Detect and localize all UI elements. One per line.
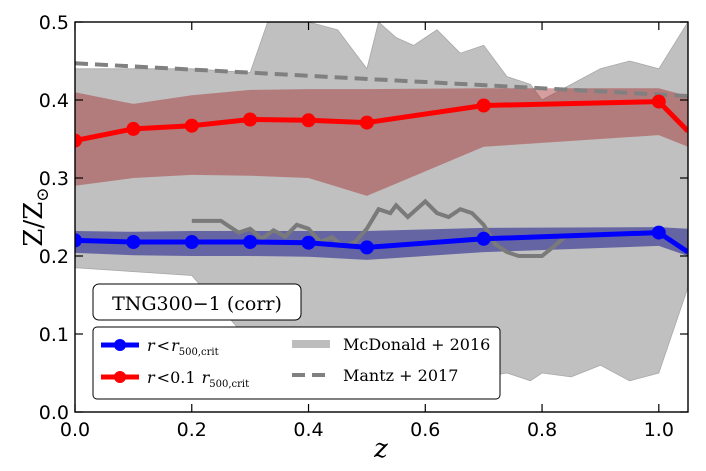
annotation-text: TNG300−1 (corr) xyxy=(112,293,282,315)
axes-frame xyxy=(74,21,689,413)
legend-entry-blue: r <r500,crit xyxy=(101,336,219,358)
mcdonald-2016-line xyxy=(191,198,567,258)
legend: r <r500,crit r <0.1 r500,crit McDonald + 2… xyxy=(92,326,501,400)
y-tick-label: 0.3 xyxy=(39,168,69,190)
red-series-point xyxy=(243,112,258,127)
x-tick-label: 0.6 xyxy=(410,419,440,441)
y-tick-label: 0.4 xyxy=(39,90,69,112)
y-tick-label: 0.1 xyxy=(39,324,69,346)
blue-series-point xyxy=(184,235,199,249)
blue-series-point xyxy=(75,233,82,248)
blue-series-point xyxy=(476,231,491,246)
legend-entry-mantz: Mantz + 2017 xyxy=(292,366,458,385)
y-axis-label-sun-symbol: ⊙ xyxy=(33,187,53,201)
svg-text:Z/Z⊙: Z/Z⊙ xyxy=(19,187,53,246)
x-tick-label: 0.2 xyxy=(177,419,207,441)
legend-frame xyxy=(92,326,501,400)
x-tick-label: 0.0 xyxy=(60,419,90,441)
x-axis-label: z xyxy=(373,434,388,464)
red-series-point xyxy=(359,115,374,130)
mantz-2017-line xyxy=(75,61,688,99)
y-axis-label-main: Z/Z xyxy=(19,202,49,247)
x-tick-label: 0.4 xyxy=(293,419,323,441)
legend-entry-red: r <0.1 r500,crit xyxy=(101,368,249,390)
blue-series-point xyxy=(651,225,666,240)
red-series-point xyxy=(75,133,82,148)
legend-red-marker xyxy=(114,371,126,383)
legend-mcdonald-label: McDonald + 2016 xyxy=(343,335,490,354)
y-tick-label: 0.5 xyxy=(39,12,69,34)
legend-mantz-label: Mantz + 2017 xyxy=(343,366,458,385)
x-tick-label: 1.0 xyxy=(644,419,674,441)
red-series-point xyxy=(126,121,141,136)
y-tick-label: 0.2 xyxy=(39,246,69,268)
red-series-point xyxy=(184,118,199,133)
axis-ticks: 0.0 0.2 0.4 0.6 0.8 1.0 0.0 0.1 0.2 0.3 0.4 0.5 xyxy=(39,12,688,441)
blue-series-point xyxy=(359,240,374,255)
blue-series-point xyxy=(243,235,258,249)
y-tick-label: 0.0 xyxy=(39,402,69,424)
simulation-annotation: TNG300−1 (corr) xyxy=(92,283,302,321)
x-tick-label: 0.8 xyxy=(527,419,557,441)
legend-red-label: r <0.1 r500,crit xyxy=(147,368,249,390)
legend-blue-label: r <r500,crit xyxy=(147,336,219,358)
blue-series-point xyxy=(301,235,316,250)
red-series-point xyxy=(651,94,666,109)
red-series-band xyxy=(75,88,688,196)
blue-series-point xyxy=(126,235,141,249)
red-series-point xyxy=(476,98,491,113)
red-series-point xyxy=(301,113,316,128)
legend-entry-mcdonald: McDonald + 2016 xyxy=(292,335,490,354)
legend-blue-marker xyxy=(114,339,126,351)
y-axis-label: Z/Z⊙ xyxy=(19,187,53,246)
